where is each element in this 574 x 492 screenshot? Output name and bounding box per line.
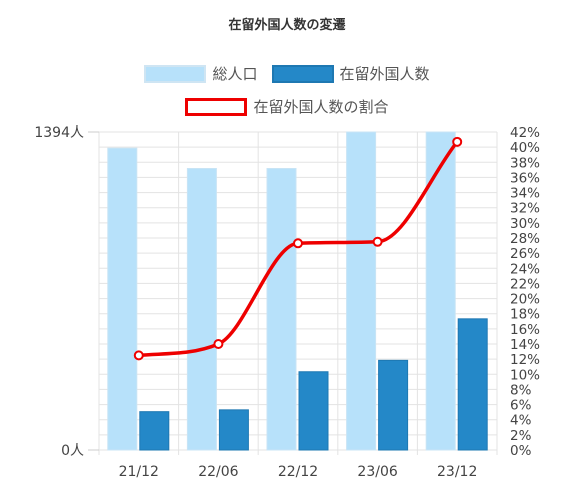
y-right-tick-label: 36% — [510, 170, 540, 186]
y-right-tick-label: 28% — [510, 231, 540, 247]
y-right-tick-label: 22% — [510, 276, 540, 292]
line-foreign-ratio[interactable] — [138, 140, 459, 358]
y-right-tick-label: 38% — [510, 155, 540, 171]
point-foreign-ratio[interactable] — [452, 136, 463, 147]
bar-foreign-residents[interactable] — [139, 411, 170, 451]
y-right-tick-label: 8% — [510, 382, 532, 398]
y-right-tick-label: 10% — [510, 367, 540, 383]
point-foreign-ratio[interactable] — [372, 236, 383, 247]
bar-foreign-residents[interactable] — [457, 318, 488, 451]
bar-total-population[interactable] — [346, 131, 377, 451]
y-right-tick-label: 6% — [510, 398, 532, 414]
legend-label-foreign-ratio: 在留外国人数の割合 — [253, 98, 389, 116]
y-right-tick-label: 2% — [510, 428, 532, 444]
x-tick-label: 22/06 — [198, 464, 238, 480]
legend-item-foreign-residents[interactable]: 在留外国人数 — [271, 63, 430, 84]
legend-row-2: 在留外国人数の割合 — [0, 96, 574, 117]
point-foreign-ratio[interactable] — [133, 350, 144, 361]
chart-title: 在留外国人数の変遷 — [228, 18, 346, 33]
x-tick-label: 22/12 — [278, 464, 318, 480]
x-tick-label: 23/06 — [357, 464, 397, 480]
bar-total-population[interactable] — [107, 147, 138, 451]
x-tick-label: 23/12 — [437, 464, 477, 480]
y-right-tick-label: 26% — [510, 246, 540, 262]
y-left-tick-label: 1394人 — [34, 125, 84, 141]
legend-label-total-population: 総人口 — [212, 65, 258, 83]
bar-foreign-residents[interactable] — [218, 409, 249, 451]
y-right-tick-label: 24% — [510, 261, 540, 277]
bar-total-population[interactable] — [186, 167, 217, 451]
legend-swatch-foreign-residents — [271, 64, 334, 83]
bar-foreign-residents[interactable] — [298, 371, 329, 451]
y-right-tick-label: 34% — [510, 186, 540, 202]
bar-total-population[interactable] — [266, 167, 297, 451]
legend-swatch-foreign-ratio — [185, 97, 248, 116]
point-foreign-ratio[interactable] — [293, 238, 303, 249]
bar-foreign-residents[interactable] — [378, 359, 409, 451]
y-right-tick-label: 30% — [510, 216, 540, 232]
y-right-tick-label: 12% — [510, 352, 540, 368]
legend-row-1: 総人口 在留外国人数 — [0, 63, 574, 84]
y-right-tick-label: 42% — [510, 125, 540, 141]
y-right-tick-label: 16% — [510, 322, 540, 338]
legend-item-total-population[interactable]: 総人口 — [144, 63, 258, 84]
y-right-tick-label: 4% — [510, 413, 532, 429]
y-right-tick-label: 40% — [510, 140, 540, 156]
y-right-tick-label: 18% — [510, 307, 540, 323]
y-left-tick-label: 0人 — [61, 443, 84, 459]
legend-item-foreign-ratio[interactable]: 在留外国人数の割合 — [185, 96, 389, 117]
y-right-tick-label: 32% — [510, 201, 540, 217]
y-right-tick-label: 14% — [510, 337, 540, 353]
x-tick-label: 21/12 — [119, 464, 159, 480]
point-foreign-ratio[interactable] — [213, 339, 224, 349]
legend-label-foreign-residents: 在留外国人数 — [339, 65, 430, 83]
y-right-tick-label: 0% — [510, 443, 532, 459]
legend-swatch-total-population — [144, 64, 207, 83]
y-right-tick-label: 20% — [510, 292, 540, 308]
